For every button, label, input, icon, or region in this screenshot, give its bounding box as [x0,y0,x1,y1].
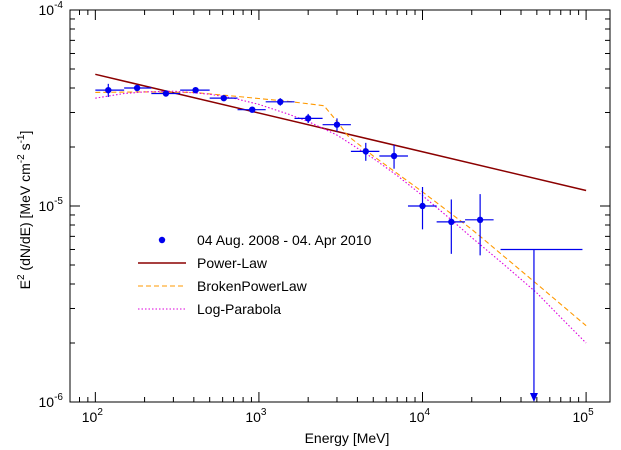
data-point [133,84,141,92]
y-title-mid: (dN/dE) [MeV cm [17,163,33,274]
x-tick-exp: 3 [261,407,267,418]
x-tick-label: 103 [245,407,267,425]
y-title-base-sup: 2 [16,274,27,280]
legend: 04 Aug. 2008 - 04. Apr 2010 Power-Law Brok… [138,232,372,317]
y-title-mid2: s [17,143,33,154]
y-tick-exp: -6 [54,392,63,403]
x-tick-base: 10 [82,409,98,425]
upper-limit-arrow [529,393,538,402]
y-tick-label: 10-4 [39,0,64,18]
legend-marker-data [158,236,166,244]
data-point [476,216,484,224]
y-title-end-sup: -1 [16,134,27,143]
data-point [249,106,256,113]
x-tick-label: 102 [82,407,104,425]
y-tick-base: 10 [39,2,55,18]
x-tick-exp: 5 [588,407,594,418]
y-tick-label: 10-6 [39,392,64,410]
data-point [304,115,312,122]
data-point [419,202,426,210]
data-point [220,94,228,102]
y-title-base: E [17,280,33,289]
x-axis-title: Energy [MeV] [305,430,390,446]
x-tick-exp: 4 [425,407,431,418]
data-point [105,86,112,94]
data-point [390,152,398,160]
x-tick-base: 10 [409,409,425,425]
y-title-end: ] [17,131,33,135]
legend-label: BrokenPowerLaw [197,278,308,294]
y-tick-exp: -4 [54,0,63,11]
x-tick-label: 104 [409,407,431,425]
data-point [192,86,199,94]
legend-label: Log-Parabola [197,301,281,317]
data-point [362,148,369,155]
data-point [333,121,341,128]
y-axis-title: E2 (dN/dE) [MeV cm-2 s-1] [16,131,33,290]
x-tick-exp: 2 [97,407,103,418]
data-point [162,90,170,97]
x-tick-base: 10 [245,409,261,425]
data-point [277,98,284,106]
data-point [448,218,455,226]
series-layer [95,73,587,402]
x-tick-base: 10 [573,409,589,425]
y-title-mid-sup: -2 [16,154,27,163]
model-line-log-parabola [95,90,587,344]
y-tick-base: 10 [39,198,55,214]
y-tick-exp: -5 [54,196,63,207]
legend-label: Power-Law [197,255,268,271]
legend-label: 04 Aug. 2008 - 04. Apr 2010 [197,232,372,248]
y-tick-base: 10 [39,394,55,410]
x-tick-label: 105 [573,407,595,425]
y-tick-label: 10-5 [39,196,64,214]
